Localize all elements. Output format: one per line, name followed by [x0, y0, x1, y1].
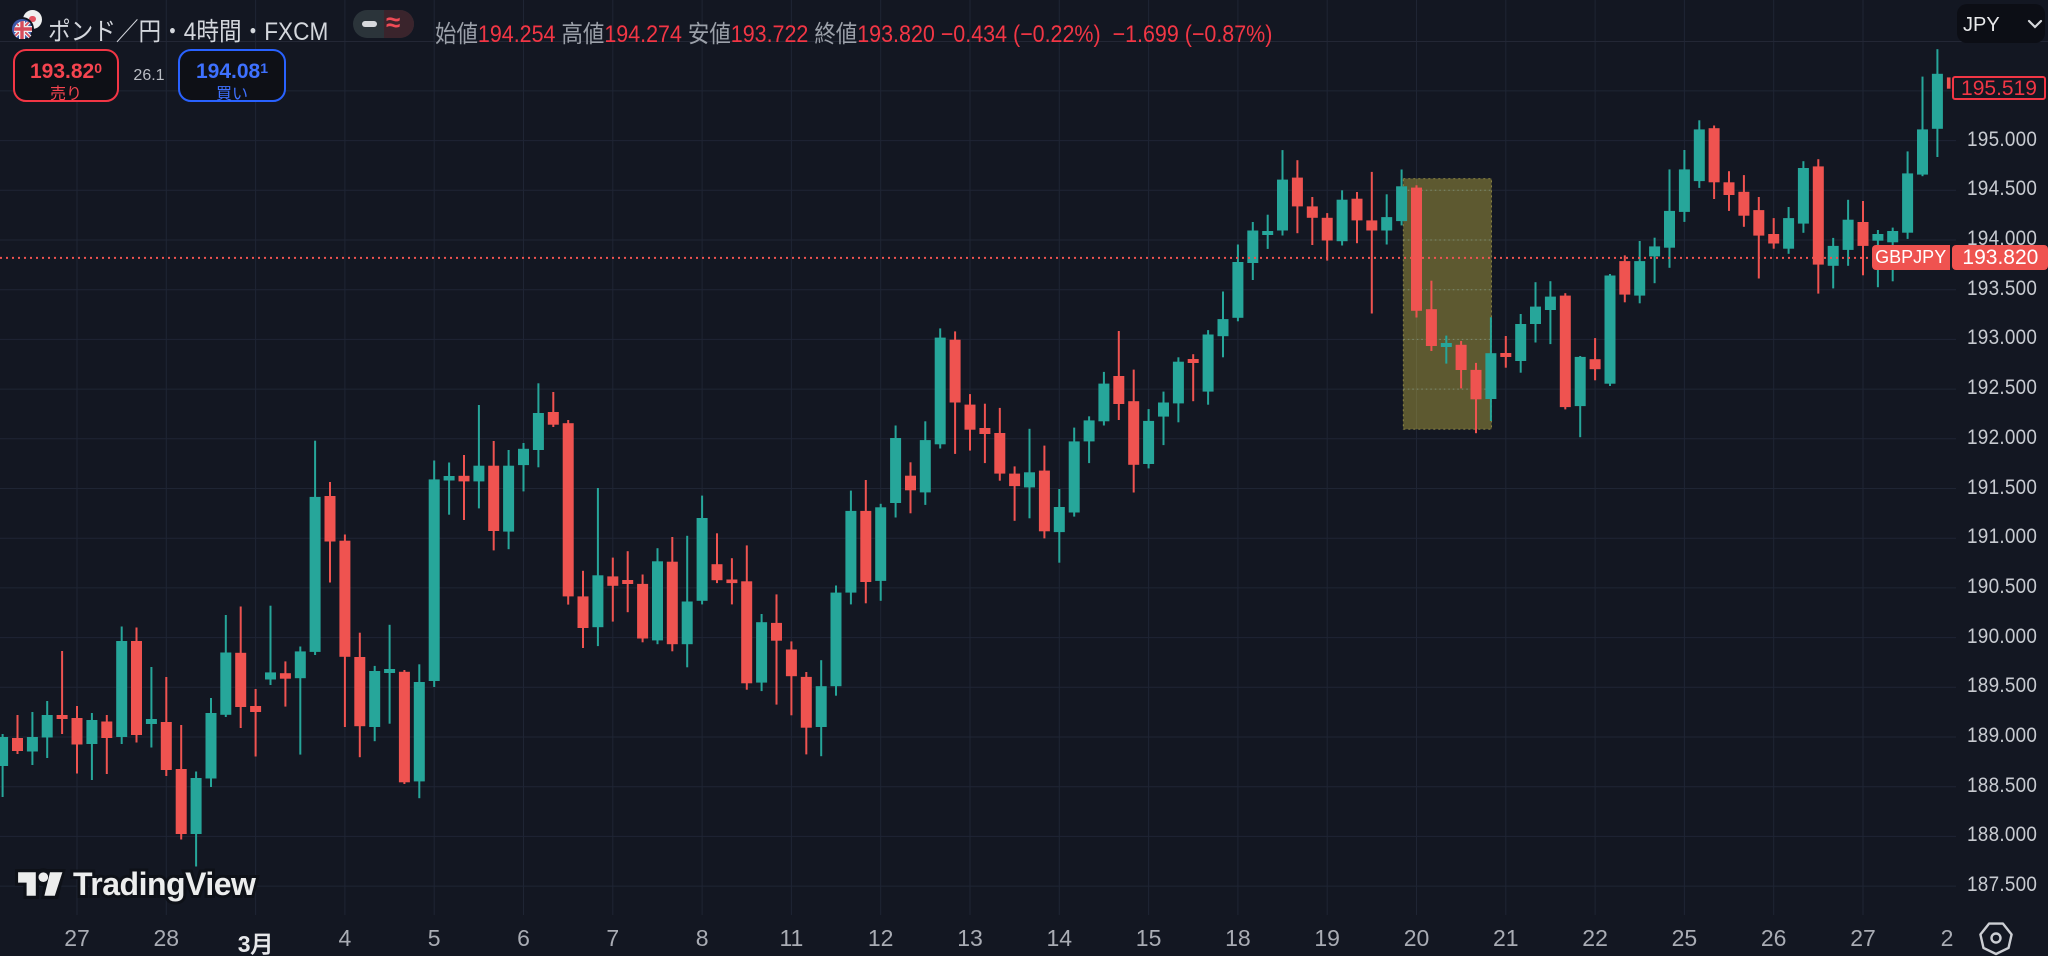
svg-text:TradingView: TradingView [73, 866, 256, 902]
